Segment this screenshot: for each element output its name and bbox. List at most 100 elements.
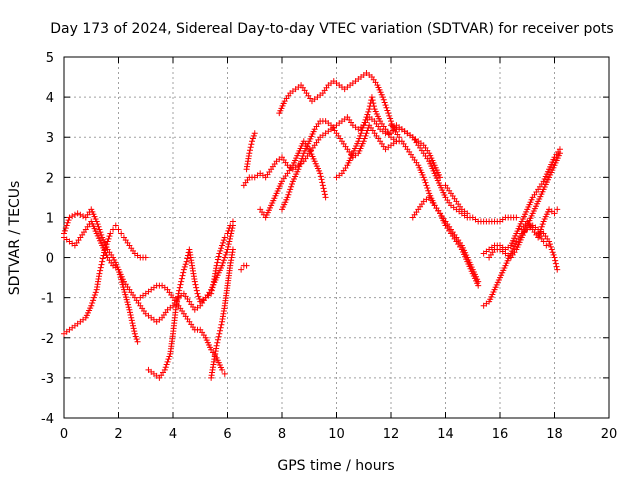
data-point <box>133 336 140 343</box>
data-point <box>66 214 73 221</box>
x-tick-label: 16 <box>492 427 509 442</box>
series-track-12 <box>279 118 482 285</box>
data-point <box>126 306 133 313</box>
x-tick-label: 0 <box>60 427 68 442</box>
data-point <box>363 114 370 121</box>
data-point <box>93 218 100 225</box>
data-point <box>363 130 370 137</box>
series-track-15 <box>409 194 482 289</box>
data-point <box>163 361 170 368</box>
y-tick-label: -3 <box>41 372 54 387</box>
data-point <box>246 150 253 157</box>
data-point <box>184 255 191 262</box>
chart-title: Day 173 of 2024, Sidereal Day-to-day VTE… <box>50 21 613 37</box>
data-point <box>355 138 362 145</box>
data-point <box>90 297 97 304</box>
data-point <box>382 102 389 109</box>
data-point <box>297 160 304 167</box>
data-point <box>361 135 368 142</box>
data-point <box>362 132 369 139</box>
data-point <box>77 211 84 218</box>
data-point <box>247 144 254 151</box>
data-point <box>161 366 168 373</box>
data-point <box>120 284 127 291</box>
data-point <box>132 333 139 340</box>
data-point <box>218 321 225 328</box>
data-point <box>182 261 189 268</box>
data-point <box>553 263 560 270</box>
data-point <box>224 230 231 237</box>
x-tick-label: 6 <box>223 427 231 442</box>
data-point <box>104 238 111 245</box>
y-tick-label: 0 <box>46 252 54 267</box>
data-point <box>538 223 545 230</box>
data-point <box>229 246 236 253</box>
data-point <box>183 258 190 265</box>
series-track-13 <box>333 94 400 181</box>
data-point <box>464 210 471 217</box>
data-point <box>176 287 183 294</box>
data-point <box>546 238 553 245</box>
data-point <box>195 293 202 300</box>
data-point <box>217 324 224 331</box>
data-point <box>131 328 138 335</box>
data-point <box>321 191 328 198</box>
data-point <box>320 185 327 192</box>
data-point <box>122 294 129 301</box>
data-point <box>299 152 306 159</box>
data-point <box>217 247 224 254</box>
data-point <box>284 194 291 201</box>
data-point <box>219 239 226 246</box>
data-point <box>118 276 125 283</box>
data-series <box>61 70 563 381</box>
data-point <box>118 279 125 286</box>
data-point <box>383 104 390 111</box>
data-point <box>322 194 329 201</box>
series-track-7 <box>238 262 250 273</box>
x-tick-label: 18 <box>546 427 563 442</box>
data-point <box>358 130 365 137</box>
data-point <box>357 132 364 139</box>
data-point <box>74 210 81 217</box>
data-point <box>99 258 106 265</box>
data-point <box>317 173 324 180</box>
data-point <box>98 231 105 238</box>
data-point <box>547 243 554 250</box>
data-point <box>94 221 101 228</box>
data-point <box>238 266 245 273</box>
data-point <box>194 290 201 297</box>
data-point <box>122 291 129 298</box>
data-point <box>209 284 216 291</box>
data-point <box>362 116 369 123</box>
data-point <box>178 278 185 285</box>
data-point <box>380 96 387 103</box>
data-point <box>225 227 232 234</box>
data-point <box>551 210 558 217</box>
data-point <box>425 187 432 194</box>
data-point <box>164 358 171 365</box>
data-point <box>142 254 149 261</box>
series-track-3 <box>61 218 141 345</box>
data-point <box>162 364 169 371</box>
data-point <box>96 270 103 277</box>
data-point <box>214 336 221 343</box>
y-tick-label: 2 <box>46 171 54 186</box>
data-point <box>216 330 223 337</box>
data-point <box>214 259 221 266</box>
data-point <box>121 289 128 296</box>
data-point <box>368 94 375 101</box>
data-point <box>387 115 394 122</box>
data-point <box>229 218 236 225</box>
data-point <box>361 119 368 126</box>
data-point <box>71 211 78 218</box>
data-point <box>97 267 104 274</box>
data-point <box>220 257 227 264</box>
data-point <box>130 325 137 332</box>
data-point <box>88 302 95 309</box>
data-point <box>370 100 377 107</box>
data-point <box>119 281 126 288</box>
series-track-5 <box>145 218 236 381</box>
data-point <box>319 182 326 189</box>
data-point <box>358 127 365 134</box>
data-point <box>548 246 555 253</box>
